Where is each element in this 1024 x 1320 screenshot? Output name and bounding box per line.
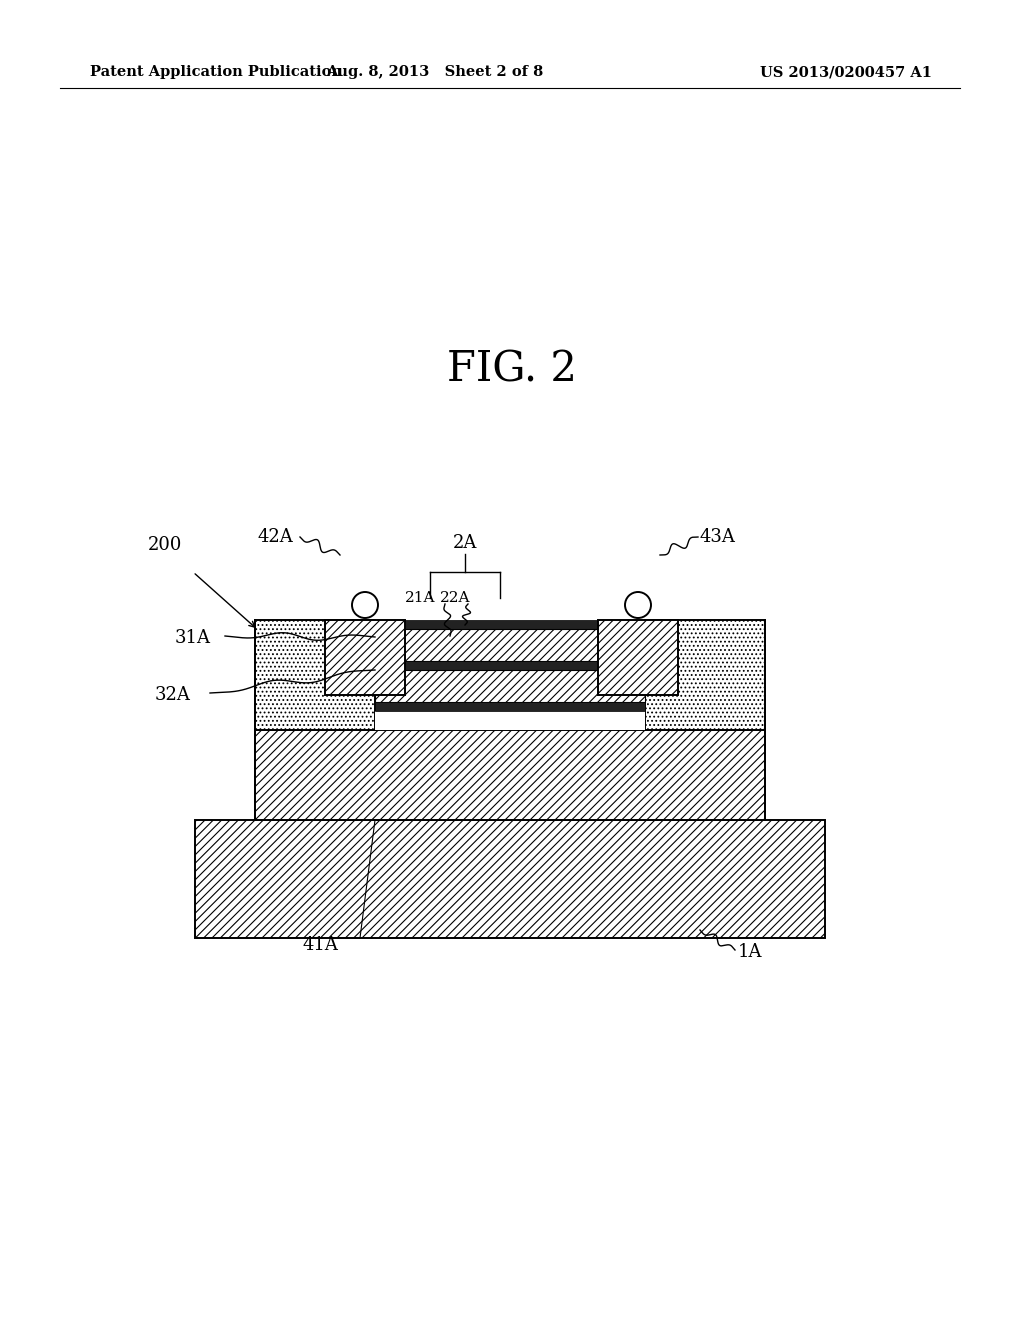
Bar [375, 620, 645, 630]
Bar [375, 661, 645, 671]
Bar [325, 620, 406, 696]
Text: 22A: 22A [440, 591, 470, 605]
Text: 31A: 31A [175, 630, 211, 647]
Bar [375, 671, 645, 702]
Text: 42A: 42A [257, 528, 293, 546]
Text: 200: 200 [148, 536, 182, 554]
Text: 32A: 32A [155, 686, 190, 704]
Text: FIG. 2: FIG. 2 [447, 348, 577, 391]
Text: 43A: 43A [700, 528, 736, 546]
Circle shape [625, 591, 651, 618]
Text: 2A: 2A [453, 535, 477, 552]
Text: 1A: 1A [738, 942, 763, 961]
Bar [255, 730, 765, 820]
Bar [375, 711, 645, 730]
Text: 41A: 41A [302, 936, 338, 954]
Bar [598, 620, 678, 696]
Bar [645, 620, 765, 730]
Circle shape [352, 591, 378, 618]
Text: US 2013/0200457 A1: US 2013/0200457 A1 [760, 65, 932, 79]
Text: 21A: 21A [404, 591, 435, 605]
Text: Patent Application Publication: Patent Application Publication [90, 65, 342, 79]
Bar [375, 702, 645, 711]
Bar [375, 630, 645, 661]
Bar [255, 620, 375, 730]
Text: Aug. 8, 2013   Sheet 2 of 8: Aug. 8, 2013 Sheet 2 of 8 [327, 65, 544, 79]
Bar [195, 820, 825, 939]
